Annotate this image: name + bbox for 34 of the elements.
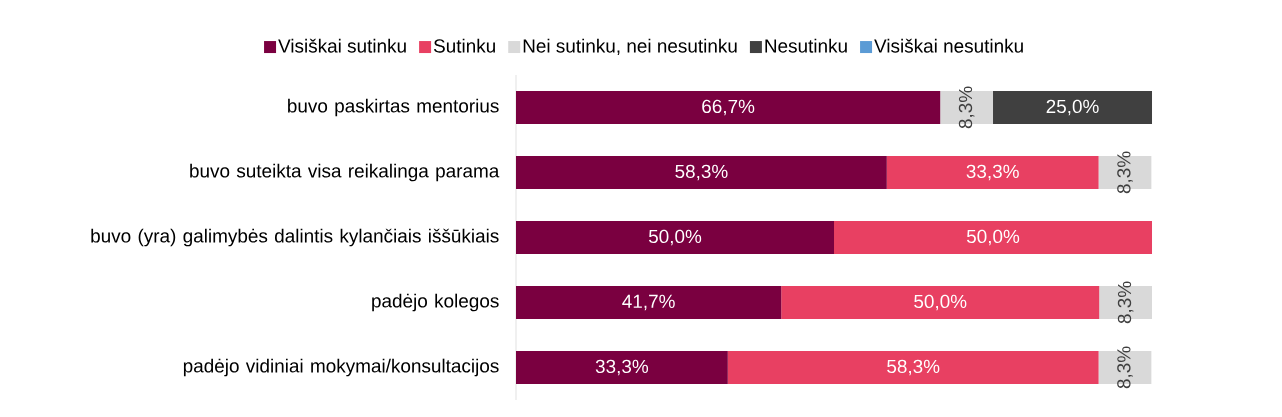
data-label: 41,7% xyxy=(622,294,675,311)
data-label: 58,3% xyxy=(675,164,728,181)
bar xyxy=(516,156,887,189)
y-tick-label: buvo (yra) galimybės dalintis kylančiais iššūkiais xyxy=(91,228,499,247)
data-label: 50,0% xyxy=(914,294,967,311)
legend-label: Visiškai sutinku xyxy=(278,38,406,53)
bar xyxy=(516,286,782,319)
data-label: 66,7% xyxy=(702,99,755,116)
data-label: 58,3% xyxy=(887,359,940,376)
bar xyxy=(834,221,1153,254)
data-label: 25,0% xyxy=(1046,99,1099,116)
data-label: 50,0% xyxy=(966,229,1020,246)
legend-label: Visiškai nesutinku xyxy=(874,38,1023,53)
data-label: 8,3% xyxy=(958,86,975,129)
data-label: 33,3% xyxy=(966,164,1019,181)
bar xyxy=(886,156,1099,189)
data-label: 33,3% xyxy=(595,359,649,376)
data-label: 8,3% xyxy=(1117,281,1134,324)
y-tick-label: padėjo vidiniai mokymai/konsultacijos xyxy=(183,358,499,377)
bar xyxy=(516,91,941,124)
data-label: 8,3% xyxy=(1117,151,1133,194)
y-tick-label: padėjo kolegos xyxy=(372,293,499,312)
bar xyxy=(727,351,1099,384)
y-tick-label: buvo paskirtas mentorius xyxy=(288,98,499,117)
data-label: 50,0% xyxy=(648,229,702,246)
legend-label: Nei sutinku, nei nesutinku xyxy=(523,38,737,55)
legend-label: Sutinku xyxy=(433,38,495,53)
bar xyxy=(781,286,1100,319)
bar xyxy=(516,221,834,254)
bar xyxy=(993,91,1153,124)
data-label: 8,3% xyxy=(1117,346,1133,389)
y-tick-label: buvo suteikta visa reikalinga parama xyxy=(190,163,500,182)
legend-label: Nesutinku xyxy=(765,38,847,53)
bar xyxy=(516,351,728,384)
